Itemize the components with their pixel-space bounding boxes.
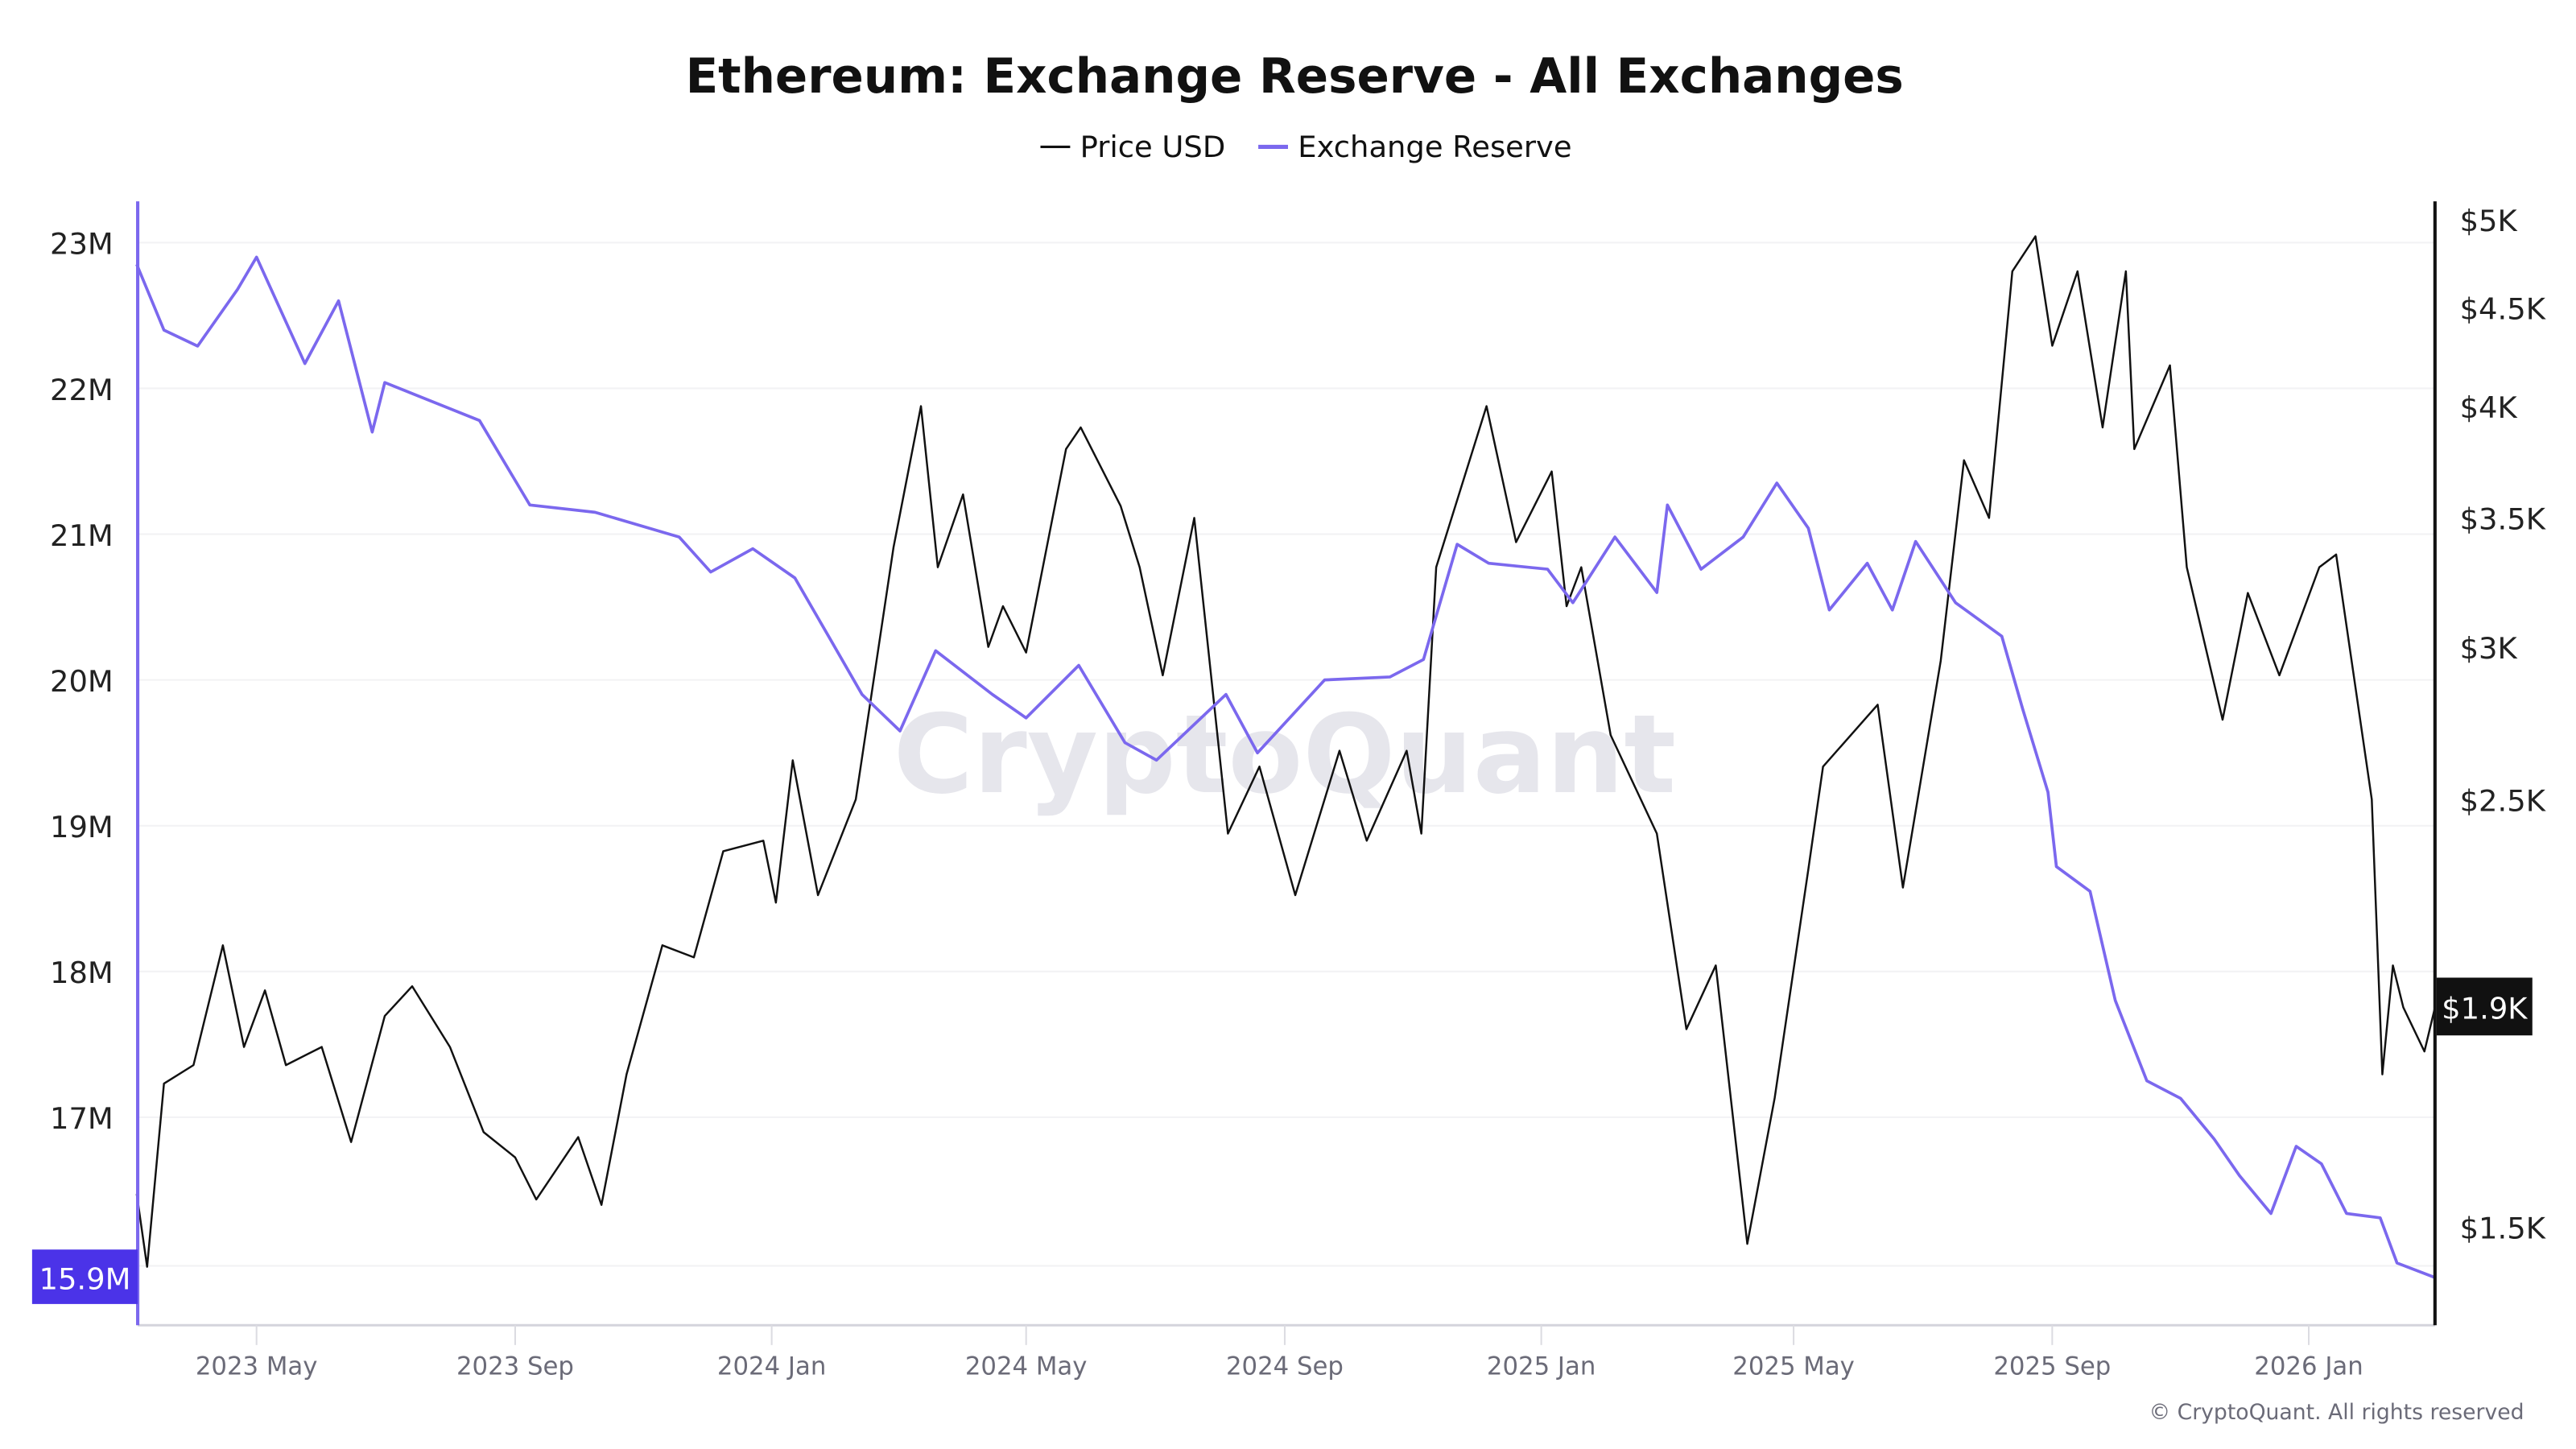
x-tick-label: 2024 May xyxy=(965,1352,1088,1381)
x-tick-label: 2023 May xyxy=(196,1352,318,1381)
legend-item-reserve[interactable]: Exchange Reserve xyxy=(1258,130,1572,164)
price-badge-bg xyxy=(2436,977,2533,1036)
legend: Price USD Exchange Reserve xyxy=(1040,130,1572,164)
right-y-tick-label: $1.5K xyxy=(2460,1211,2546,1245)
left-y-tick-label: 17M xyxy=(50,1101,114,1136)
copyright-footer: © CryptoQuant. All rights reserved xyxy=(2149,1400,2524,1425)
series-layer xyxy=(135,235,2437,1279)
left-y-tick-label: 19M xyxy=(50,810,114,844)
legend-item-price[interactable]: Price USD xyxy=(1040,130,1225,164)
price-badge-text: $1.9K xyxy=(2442,992,2528,1026)
right-y-tick-label: $4.5K xyxy=(2460,292,2546,327)
right-y-tick-label: $4K xyxy=(2460,390,2518,425)
x-tick-label: 2025 Jan xyxy=(1487,1352,1596,1381)
left-y-tick-label: 23M xyxy=(50,227,114,262)
left-y-tick-label: 21M xyxy=(50,518,114,553)
legend-price-label: Price USD xyxy=(1080,130,1226,164)
right-y-tick-label: $3.5K xyxy=(2460,502,2546,537)
left-y-axis-ticks: 23M 22M 21M 20M 19M 18M 17M xyxy=(50,227,114,1137)
right-y-axis-ticks: $5K $4.5K $4K $3.5K $3K $2.5K $1.5K xyxy=(2460,204,2546,1245)
price-current-badge: $1.9K xyxy=(2436,977,2533,1036)
right-y-tick-label: $5K xyxy=(2460,204,2518,238)
right-y-tick-label: $3K xyxy=(2460,631,2518,666)
reserve-current-badge: 15.9M xyxy=(31,1249,138,1304)
x-tick-label: 2024 Jan xyxy=(717,1352,826,1381)
exchange-reserve-line xyxy=(135,255,2436,1279)
reserve-badge-text: 15.9M xyxy=(39,1261,130,1296)
reserve-badge-bg xyxy=(31,1249,138,1304)
x-tick-label: 2025 Sep xyxy=(1993,1352,2111,1381)
price-usd-line xyxy=(135,235,2437,1268)
x-axis-ticks: 2023 May 2023 Sep 2024 Jan 2024 May 2024 Sep… xyxy=(196,1325,2363,1381)
left-y-tick-label: 20M xyxy=(50,664,114,699)
x-tick-label: 2023 Sep xyxy=(456,1352,574,1381)
left-y-tick-label: 22M xyxy=(50,373,114,407)
gridlines xyxy=(138,242,2435,1267)
watermark: CryptoQuant xyxy=(894,691,1676,818)
x-tick-label: 2026 Jan xyxy=(2254,1352,2363,1381)
x-tick-label: 2024 Sep xyxy=(1226,1352,1344,1381)
left-y-tick-label: 18M xyxy=(50,956,114,990)
right-y-tick-label: $2.5K xyxy=(2460,783,2546,818)
chart-title: Ethereum: Exchange Reserve - All Exchang… xyxy=(686,49,1904,105)
x-tick-label: 2025 May xyxy=(1732,1352,1855,1381)
legend-reserve-label: Exchange Reserve xyxy=(1298,130,1571,164)
